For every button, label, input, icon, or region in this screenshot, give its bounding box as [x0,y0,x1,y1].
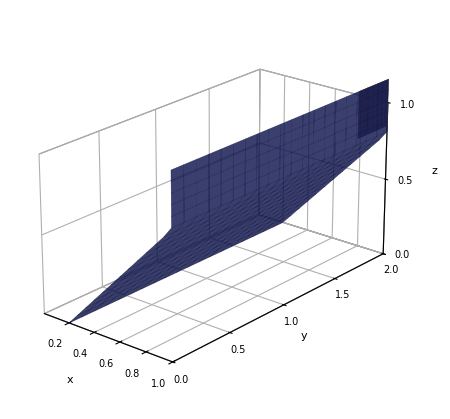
Y-axis label: y: y [301,331,307,341]
X-axis label: x: x [67,375,74,385]
